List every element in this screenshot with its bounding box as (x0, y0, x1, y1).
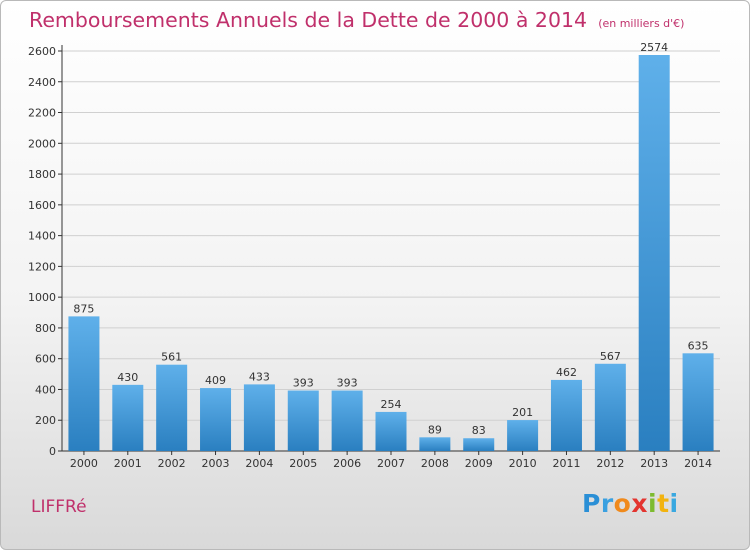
y-tick-label: 1400 (28, 230, 56, 243)
x-tick-label: 2003 (202, 457, 230, 470)
bar (507, 420, 539, 451)
y-tick-label: 2400 (28, 76, 56, 89)
chart-subtitle: (en milliers d'€) (598, 17, 685, 30)
x-tick-label: 2004 (245, 457, 273, 470)
data-label: 433 (249, 370, 270, 383)
bar (243, 384, 275, 451)
data-label: 2574 (640, 41, 668, 54)
chart-title: Remboursements Annuels de la Dette de 20… (29, 8, 588, 32)
data-label: 409 (205, 374, 226, 387)
data-label: 201 (512, 406, 533, 419)
bar (463, 438, 495, 451)
logo-letter: x (631, 489, 648, 518)
data-label: 875 (73, 302, 94, 315)
logo-letter: t (657, 489, 670, 518)
proxiti-logo: Proxiti (582, 489, 679, 518)
bar (594, 363, 626, 451)
bar (638, 55, 670, 451)
y-tick-label: 1200 (28, 260, 56, 273)
bar (68, 316, 100, 451)
y-tick-label: 600 (35, 353, 56, 366)
x-tick-label: 2000 (70, 457, 98, 470)
x-tick-label: 2013 (640, 457, 668, 470)
data-label: 83 (472, 424, 486, 437)
chart-title-row: Remboursements Annuels de la Dette de 20… (29, 8, 684, 32)
logo-letter: P (582, 489, 601, 518)
y-tick-label: 2000 (28, 137, 56, 150)
y-tick-label: 0 (49, 445, 56, 458)
x-tick-label: 2012 (596, 457, 624, 470)
data-label: 254 (381, 398, 402, 411)
data-label: 393 (293, 377, 314, 390)
x-tick-label: 2008 (421, 457, 449, 470)
y-tick-label: 1000 (28, 291, 56, 304)
x-tick-label: 2001 (114, 457, 142, 470)
x-tick-label: 2009 (465, 457, 493, 470)
x-tick-label: 2007 (377, 457, 405, 470)
y-tick-label: 1600 (28, 199, 56, 212)
bar (287, 390, 319, 451)
data-label: 462 (556, 366, 577, 379)
y-tick-label: 2200 (28, 107, 56, 120)
y-tick-label: 1800 (28, 168, 56, 181)
bar (112, 384, 144, 451)
x-tick-label: 2005 (289, 457, 317, 470)
bar (682, 353, 714, 451)
bar (200, 388, 232, 451)
bar (550, 379, 582, 451)
bar (419, 437, 451, 451)
data-label: 635 (688, 339, 709, 352)
y-tick-label: 2600 (28, 45, 56, 58)
y-tick-label: 200 (35, 414, 56, 427)
x-tick-label: 2014 (684, 457, 712, 470)
x-tick-label: 2002 (158, 457, 186, 470)
commune-name: LIFFRé (31, 497, 87, 517)
x-tick-label: 2006 (333, 457, 361, 470)
logo-letter: o (613, 489, 632, 518)
bar (156, 364, 188, 451)
y-tick-label: 400 (35, 383, 56, 396)
bar (331, 390, 363, 451)
bar (375, 411, 407, 451)
data-label: 567 (600, 350, 621, 363)
data-label: 430 (117, 371, 138, 384)
logo-letter: i (669, 489, 679, 518)
x-tick-label: 2010 (509, 457, 537, 470)
logo-letter: r (600, 489, 614, 518)
x-tick-label: 2011 (552, 457, 580, 470)
data-label: 561 (161, 351, 182, 364)
data-label: 393 (337, 377, 358, 390)
logo-letter: i (648, 489, 658, 518)
y-tick-label: 800 (35, 322, 56, 335)
data-label: 89 (428, 423, 442, 436)
